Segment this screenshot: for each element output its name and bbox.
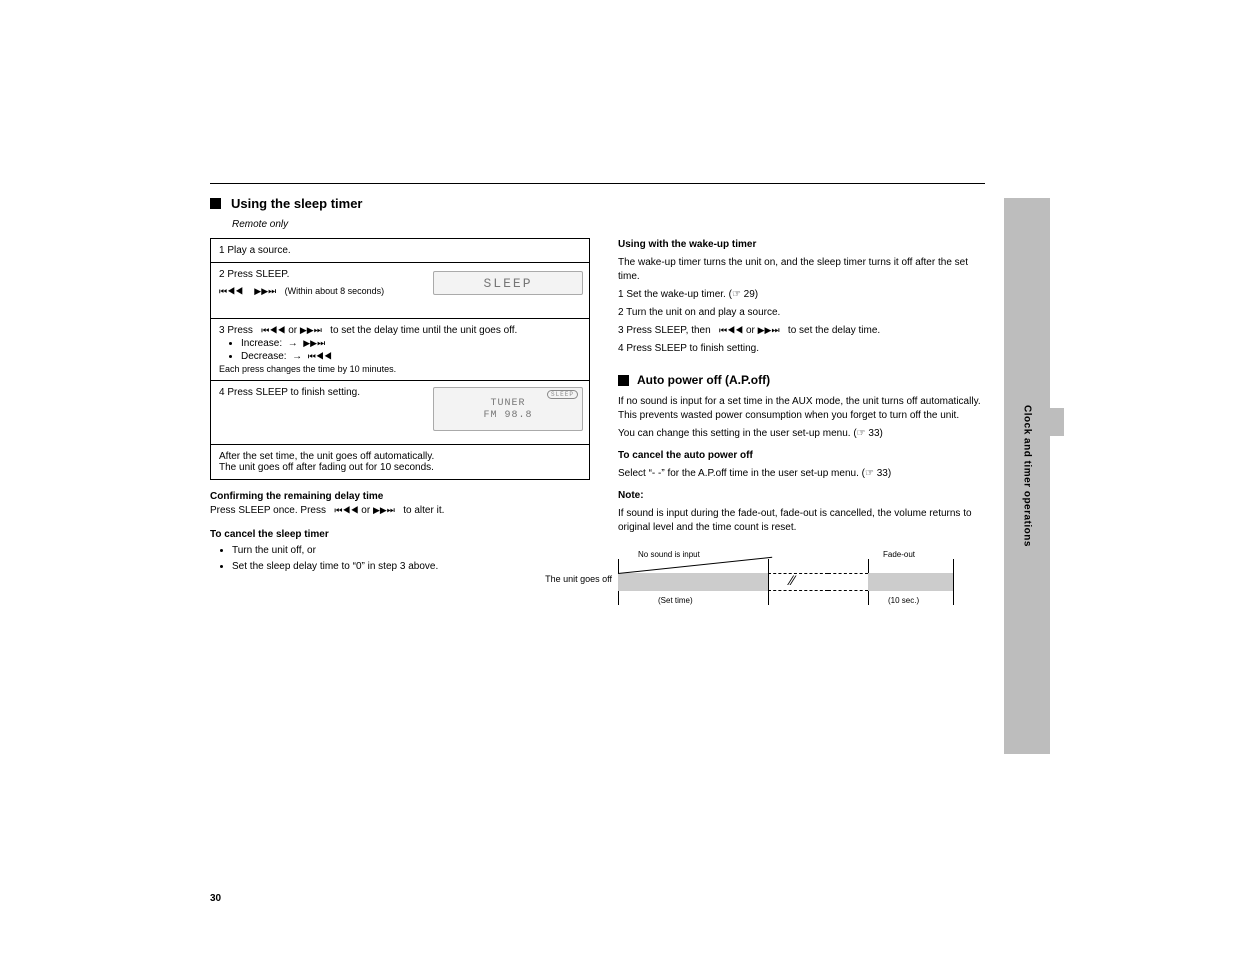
table-row: 1 Play a source. <box>211 239 589 262</box>
step-text: The unit goes off after fading out for 1… <box>219 462 581 473</box>
or-text: or <box>746 325 755 336</box>
page-number: 30 <box>210 893 221 904</box>
table-row: 2 Press SLEEP. ⏮◀◀ ▶▶⏭ (Within about 8 s… <box>211 262 589 318</box>
lcd-text: FM 98.8 <box>483 410 532 421</box>
section-title: Auto power off (A.P.off) <box>637 372 770 389</box>
body-text: 2 Turn the unit on and play a source. <box>618 306 985 320</box>
skip-fwd-icon: ▶▶⏭ <box>758 325 780 335</box>
list-item: Increase: → ▶▶⏭ <box>241 338 581 349</box>
label: Decrease: <box>241 351 287 362</box>
table-row: 3 Press ⏮◀◀ or ▶▶⏭ to set the delay time… <box>211 318 589 380</box>
or-text: or <box>288 325 297 336</box>
sub-title: Confirming the remaining delay time <box>210 490 590 504</box>
step-text: to set the delay time until the unit goe… <box>330 325 517 336</box>
steps-table: 1 Play a source. 2 Press SLEEP. ⏮◀◀ ▶▶⏭ … <box>210 238 590 480</box>
table-row: After the set time, the unit goes off au… <box>211 444 589 479</box>
body-text: Press SLEEP once. Press <box>210 505 326 516</box>
sub-title: To cancel the auto power off <box>618 449 985 463</box>
body-text: 3 Press SLEEP, then <box>618 325 711 336</box>
square-bullet-icon <box>618 375 629 386</box>
right-column: Using with the wake-up timer The wake-up… <box>618 238 985 609</box>
body-text: Select “- -” for the A.P.off time in the… <box>618 467 985 481</box>
skip-fwd-icon: ▶▶⏭ <box>254 286 276 296</box>
skip-back-icon: ⏮◀◀ <box>219 286 243 296</box>
list-item: Set the sleep delay time to “0” in step … <box>232 560 590 574</box>
section-title: Using the sleep timer <box>231 196 362 211</box>
body-text: 4 Press SLEEP to finish setting. <box>618 342 985 356</box>
skip-fwd-icon: ▶▶⏭ <box>300 325 322 335</box>
skip-back-icon: ⏮◀◀ <box>334 505 358 515</box>
diagram-label: (10 sec.) <box>888 595 919 606</box>
header-rule <box>210 183 985 184</box>
body-text: If sound is input during the fade-out, f… <box>618 507 985 535</box>
note-text: Each press changes the time by 10 minute… <box>219 364 581 374</box>
body-text: The wake-up timer turns the unit on, and… <box>618 256 985 284</box>
step-text: 1 Play a source. <box>219 245 291 256</box>
remote-only-label: Remote only <box>232 219 985 230</box>
body-text: If no sound is input for a set time in t… <box>618 395 985 423</box>
sub-title: Using with the wake-up timer <box>618 238 985 252</box>
left-column: 1 Play a source. 2 Press SLEEP. ⏮◀◀ ▶▶⏭ … <box>210 238 590 576</box>
body-text: 1 Set the wake-up timer. (☞ 29) <box>618 288 985 302</box>
step-text: 3 Press <box>219 325 253 336</box>
skip-fwd-icon: ▶▶⏭ <box>373 505 395 515</box>
cancel-block: To cancel the sleep timer Turn the unit … <box>210 528 590 574</box>
note-text: (Within about 8 seconds) <box>285 286 385 296</box>
or-text: or <box>361 505 370 516</box>
skip-back-icon: ⏮◀◀ <box>261 325 285 335</box>
table-row: 4 Press SLEEP to finish setting. SLEEP T… <box>211 380 589 444</box>
step-text: 2 Press SLEEP. <box>219 269 289 280</box>
body-text: You can change this setting in the user … <box>618 427 985 441</box>
skip-back-icon: ⏮◀◀ <box>308 351 332 361</box>
break-icon: ⁄⁄ <box>790 571 795 591</box>
diagram-tick <box>953 559 954 605</box>
diagram-dash <box>828 573 868 591</box>
sleep-badge: SLEEP <box>547 390 578 399</box>
list-item: Turn the unit off, or <box>232 544 590 558</box>
lcd-display: SLEEP TUNER FM 98.8 <box>433 387 583 431</box>
section-title-row: Using the sleep timer <box>210 196 985 211</box>
diagram-bar <box>868 573 953 591</box>
lcd-display: SLEEP <box>433 271 583 295</box>
diagram-dash <box>768 573 828 591</box>
skip-back-icon: ⏮◀◀ <box>719 325 743 335</box>
diagram-label: Fade-out <box>883 549 915 560</box>
list-item: Decrease: → ⏮◀◀ <box>241 351 581 362</box>
skip-fwd-icon: ▶▶⏭ <box>303 338 325 348</box>
step-text: After the set time, the unit goes off au… <box>219 451 581 462</box>
diagram-off-label: The unit goes off <box>545 573 612 586</box>
body-text: to set the delay time. <box>788 325 880 336</box>
note-title: Note: <box>618 489 985 503</box>
step-text: 4 Press SLEEP to finish setting. <box>219 387 360 398</box>
sub-title: To cancel the sleep timer <box>210 528 590 542</box>
diagram-label: (Set time) <box>658 595 693 606</box>
sidebar-thumb-icon <box>1050 408 1064 436</box>
sidebar-tab: Clock and timer operations <box>1004 198 1050 754</box>
confirm-block: Confirming the remaining delay time Pres… <box>210 490 590 518</box>
diagram-bar <box>618 573 768 591</box>
bullet-list: Increase: → ▶▶⏭ Decrease: → ⏮◀◀ <box>219 338 581 362</box>
fade-diagram: The unit goes off ⁄⁄ No sound is input (… <box>618 549 958 609</box>
square-bullet-icon <box>210 198 221 209</box>
sidebar-label: Clock and timer operations <box>1022 405 1033 547</box>
lcd-text: SLEEP <box>483 276 532 291</box>
label: Increase: <box>241 338 282 349</box>
body-text: to alter it. <box>403 505 444 516</box>
diagram-label: No sound is input <box>638 549 700 560</box>
lcd-text: TUNER <box>490 398 525 409</box>
section-title-row: Auto power off (A.P.off) <box>618 372 985 389</box>
